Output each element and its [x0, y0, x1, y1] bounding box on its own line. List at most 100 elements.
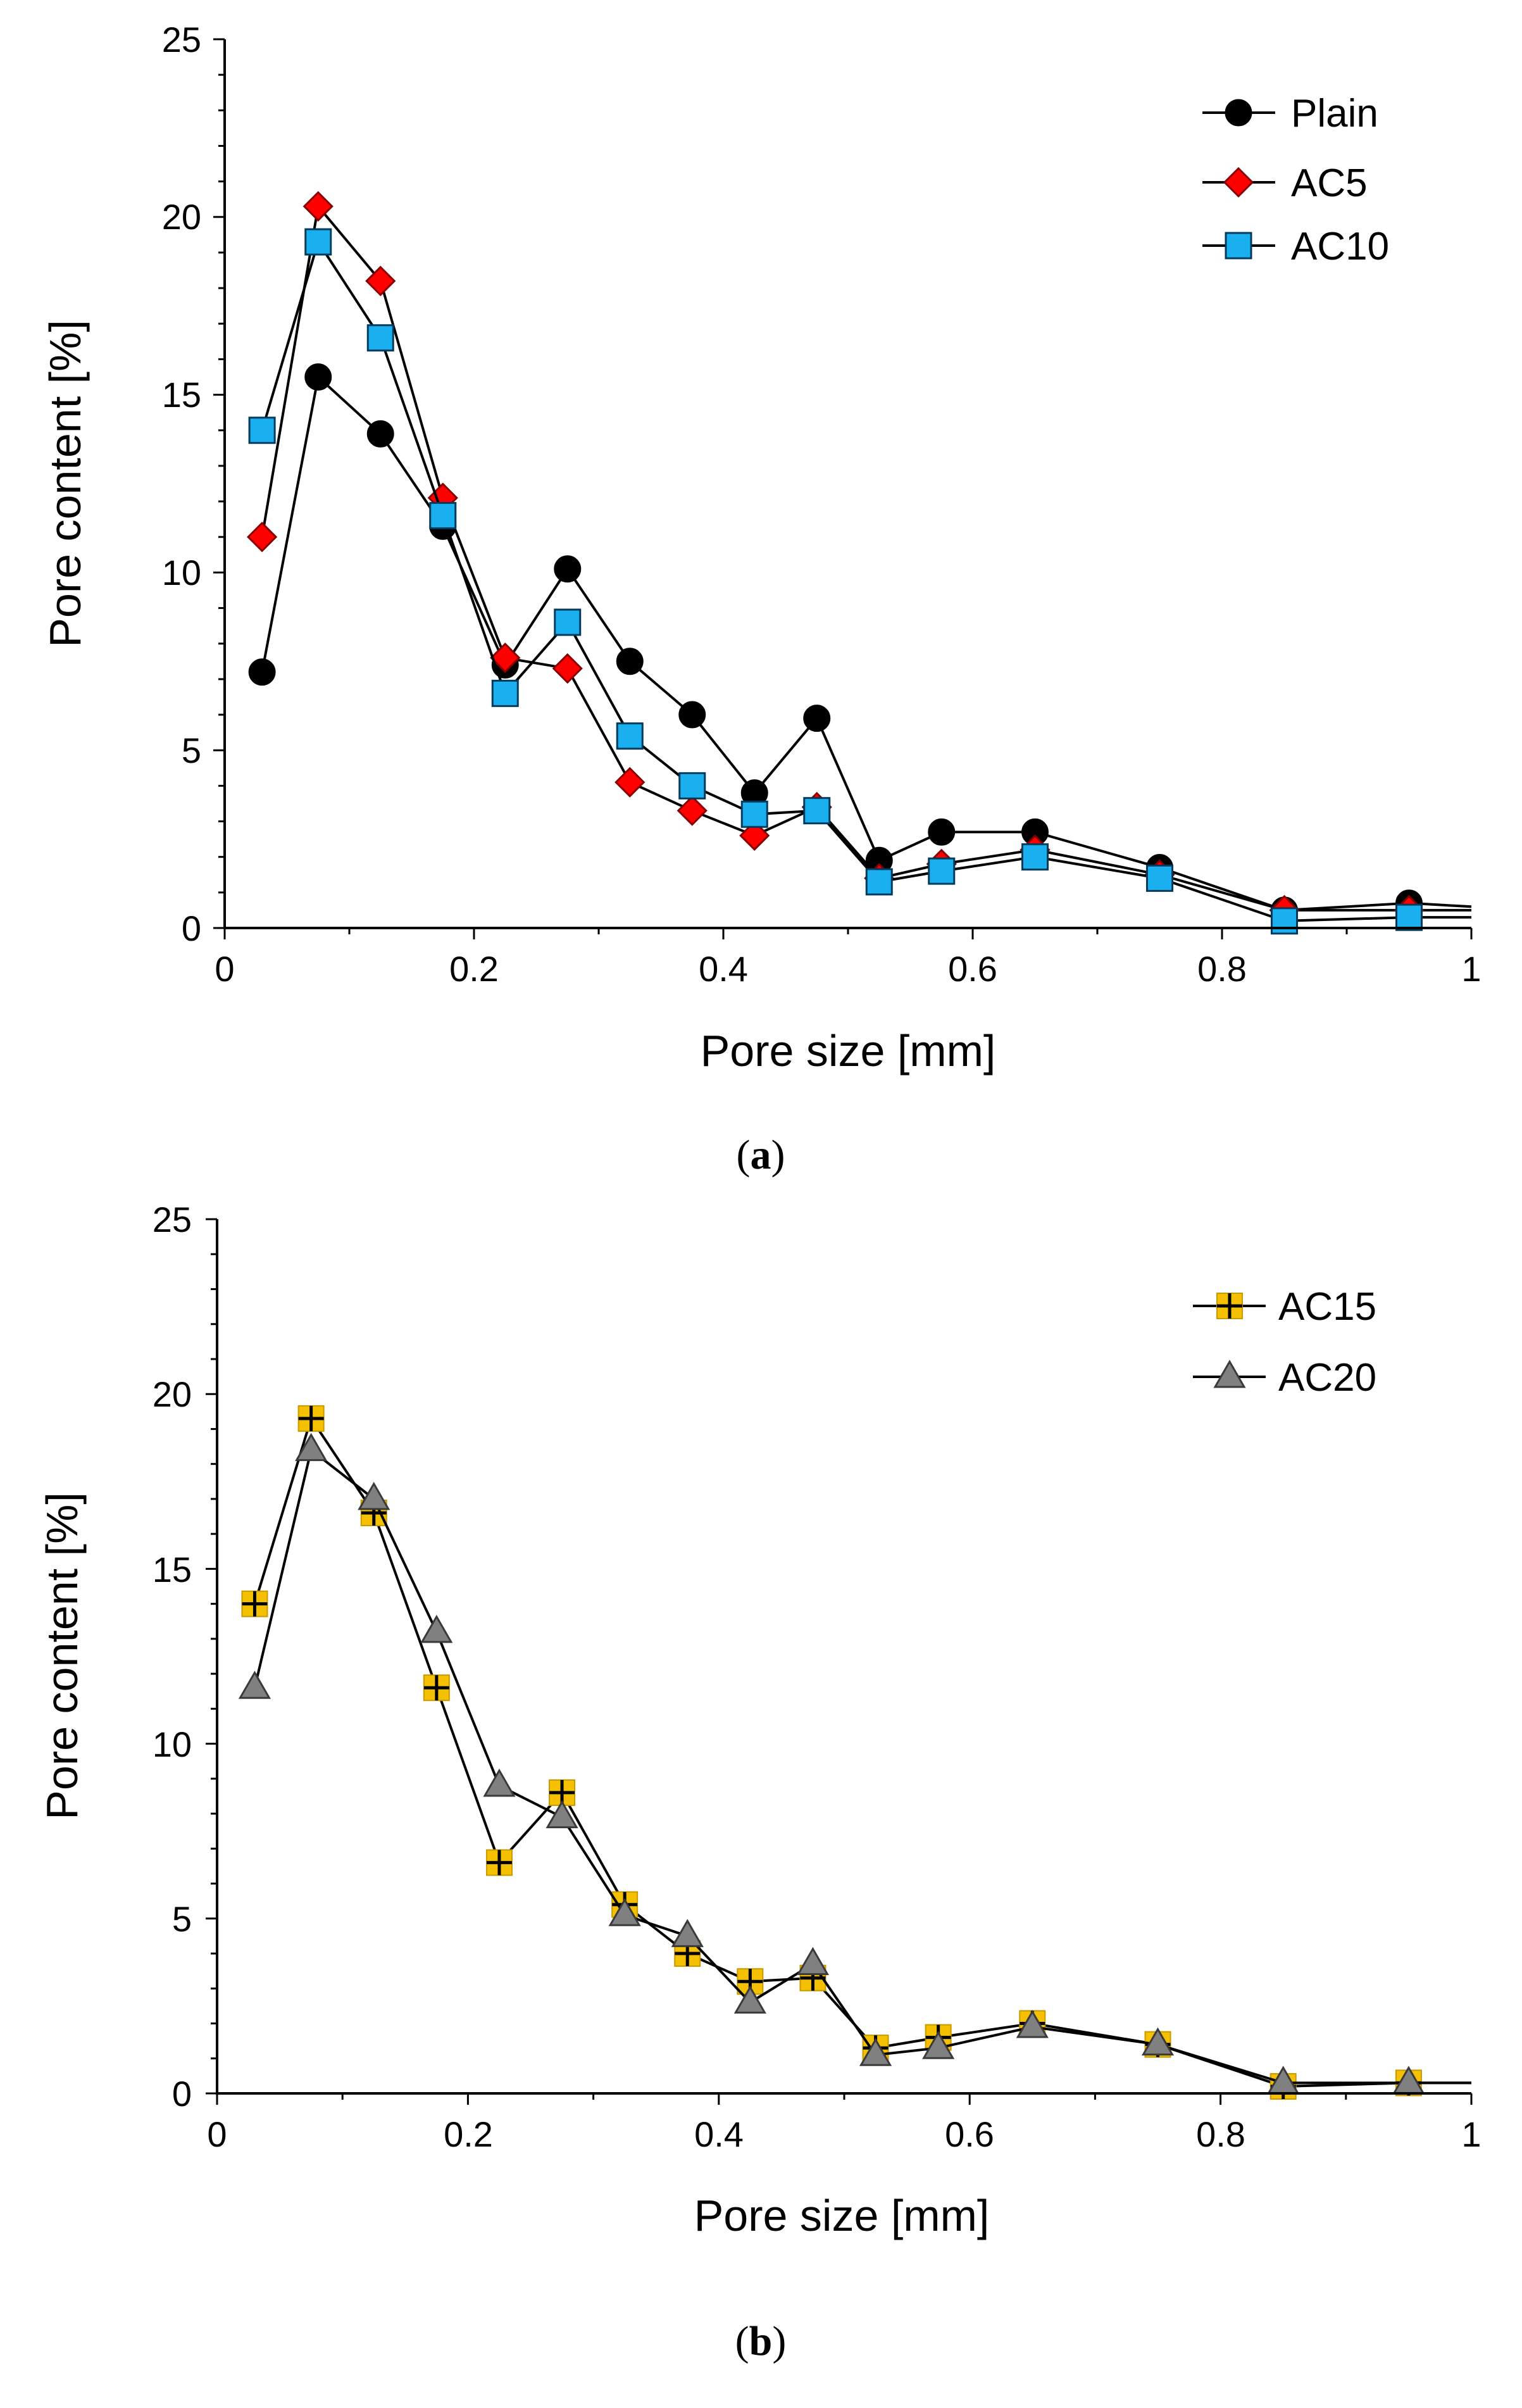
- data-point-ac5: [490, 643, 521, 674]
- y-tick-label: 15: [153, 1550, 192, 1590]
- y-tick-label: 20: [153, 1374, 192, 1414]
- data-point-plain: [928, 818, 956, 846]
- legend-marker-ac5: [1223, 166, 1254, 198]
- data-point-ac10: [366, 324, 394, 352]
- legend-marker-ac15-plus: [1217, 1293, 1242, 1319]
- series-layer-a: [246, 191, 1472, 935]
- panel-label-a-close: ): [771, 1132, 785, 1178]
- y-tick-label: 10: [162, 553, 201, 593]
- y-tick-label: 5: [172, 1899, 192, 1939]
- x-tick-label: 0: [207, 2114, 227, 2154]
- data-point-ac20: [1016, 2010, 1049, 2038]
- y-axis-title: Pore content [%]: [37, 1492, 87, 1820]
- data-point-ac15-plus: [242, 1591, 268, 1617]
- x-tick-label: 0.2: [449, 949, 499, 989]
- data-point-ac10: [1271, 907, 1298, 935]
- data-point-ac5: [552, 653, 583, 684]
- data-point-ac20: [1141, 2027, 1175, 2056]
- x-tick-label: 0.8: [1196, 2114, 1245, 2154]
- data-point-ac15: [423, 1674, 450, 1702]
- panel-label-b-close: ): [772, 2318, 786, 2364]
- data-point-ac10: [248, 417, 276, 444]
- data-point-ac15: [485, 1849, 513, 1876]
- series-layer-b: [238, 1405, 1471, 2100]
- x-tick-label: 0.4: [699, 949, 748, 989]
- data-point-ac15-plus: [486, 1850, 512, 1876]
- panel-label-a-open: (: [737, 1132, 751, 1178]
- panel-label-a: (a): [737, 1132, 785, 1178]
- y-tick-label: 0: [182, 908, 201, 948]
- series-line-ac20: [253, 1448, 1471, 2085]
- y-tick-label: 20: [162, 197, 201, 237]
- x-axis-title: Pore size [mm]: [694, 2191, 990, 2240]
- x-axis-title: Pore size [mm]: [701, 1026, 996, 1075]
- ticks-b: [206, 1218, 1473, 2105]
- data-point-ac10: [554, 608, 582, 636]
- data-point-ac20: [671, 1919, 704, 1947]
- legend-b: AC15 AC20: [1193, 1285, 1376, 1400]
- data-point-ac20: [859, 2038, 892, 2066]
- series-line-ac15: [253, 1415, 1471, 2088]
- y-tick-label: 15: [162, 375, 201, 415]
- data-point-ac20: [238, 1671, 271, 1699]
- legend-a: Plain AC5 AC10: [1202, 92, 1389, 268]
- legend-label-ac20: AC20: [1278, 1356, 1376, 1400]
- data-point-ac20: [608, 1898, 641, 1926]
- data-point-ac10: [429, 502, 457, 530]
- data-point-ac5: [365, 265, 396, 297]
- data-point-ac20: [733, 1985, 766, 2014]
- y-tick-label: 0: [172, 2074, 192, 2114]
- data-point-plain: [554, 555, 582, 583]
- legend-marker-plain: [1225, 99, 1252, 127]
- data-point-ac10: [1395, 903, 1423, 931]
- data-point-plain: [616, 648, 644, 675]
- x-tick-label: 1: [1461, 949, 1481, 989]
- data-point-ac20: [358, 1481, 390, 1510]
- y-tick-label: 10: [153, 1724, 192, 1764]
- data-point-plain: [803, 705, 831, 732]
- data-point-ac20: [420, 1614, 453, 1643]
- data-point-plain: [248, 658, 276, 686]
- legend-label-ac15: AC15: [1278, 1285, 1376, 1329]
- panel-label-b-open: (: [735, 2318, 749, 2364]
- data-point-ac10: [678, 772, 706, 800]
- legend-marker-ac10: [1225, 232, 1252, 260]
- data-point-plain: [678, 701, 706, 729]
- data-point-ac10: [740, 800, 768, 828]
- series-line-ac5: [261, 203, 1471, 912]
- legend-label-ac5: AC5: [1291, 161, 1368, 205]
- data-point-ac20: [546, 1800, 578, 1829]
- data-point-ac20: [483, 1768, 516, 1797]
- data-point-ac10: [1021, 843, 1049, 871]
- x-tick-label: 0.8: [1197, 949, 1247, 989]
- x-tick-label: 0.4: [694, 2114, 744, 2154]
- data-point-ac10: [616, 722, 644, 750]
- x-tick-label: 0.2: [444, 2114, 493, 2154]
- legend-label-ac10: AC10: [1291, 225, 1389, 268]
- data-point-ac5: [246, 522, 278, 553]
- data-point-ac10: [803, 797, 831, 825]
- data-point-ac10: [865, 868, 893, 896]
- y-tick-label: 5: [182, 731, 201, 770]
- data-point-ac10: [1146, 864, 1173, 892]
- panel-label-b-letter: b: [749, 2318, 773, 2364]
- legend-marker-ac20: [1213, 1359, 1246, 1388]
- data-point-ac20: [922, 2031, 955, 2059]
- series-line-plain: [261, 374, 1472, 912]
- data-point-ac5: [739, 820, 770, 851]
- data-point-ac10: [928, 857, 956, 885]
- data-point-plain: [366, 420, 394, 448]
- data-point-ac15: [297, 1405, 325, 1432]
- x-tick-label: 0.6: [948, 949, 997, 989]
- series-line-ac10: [261, 239, 1471, 922]
- ticks-a: [213, 38, 1473, 939]
- data-point-ac10: [304, 228, 332, 256]
- x-tick-label: 1: [1461, 2114, 1481, 2154]
- data-point-ac20: [295, 1433, 328, 1462]
- data-point-ac15-plus: [423, 1675, 449, 1701]
- y-axis-title: Pore content [%]: [41, 320, 90, 648]
- x-tick-label: 0: [215, 949, 234, 989]
- data-point-ac5: [677, 795, 708, 826]
- data-point-plain: [304, 363, 332, 391]
